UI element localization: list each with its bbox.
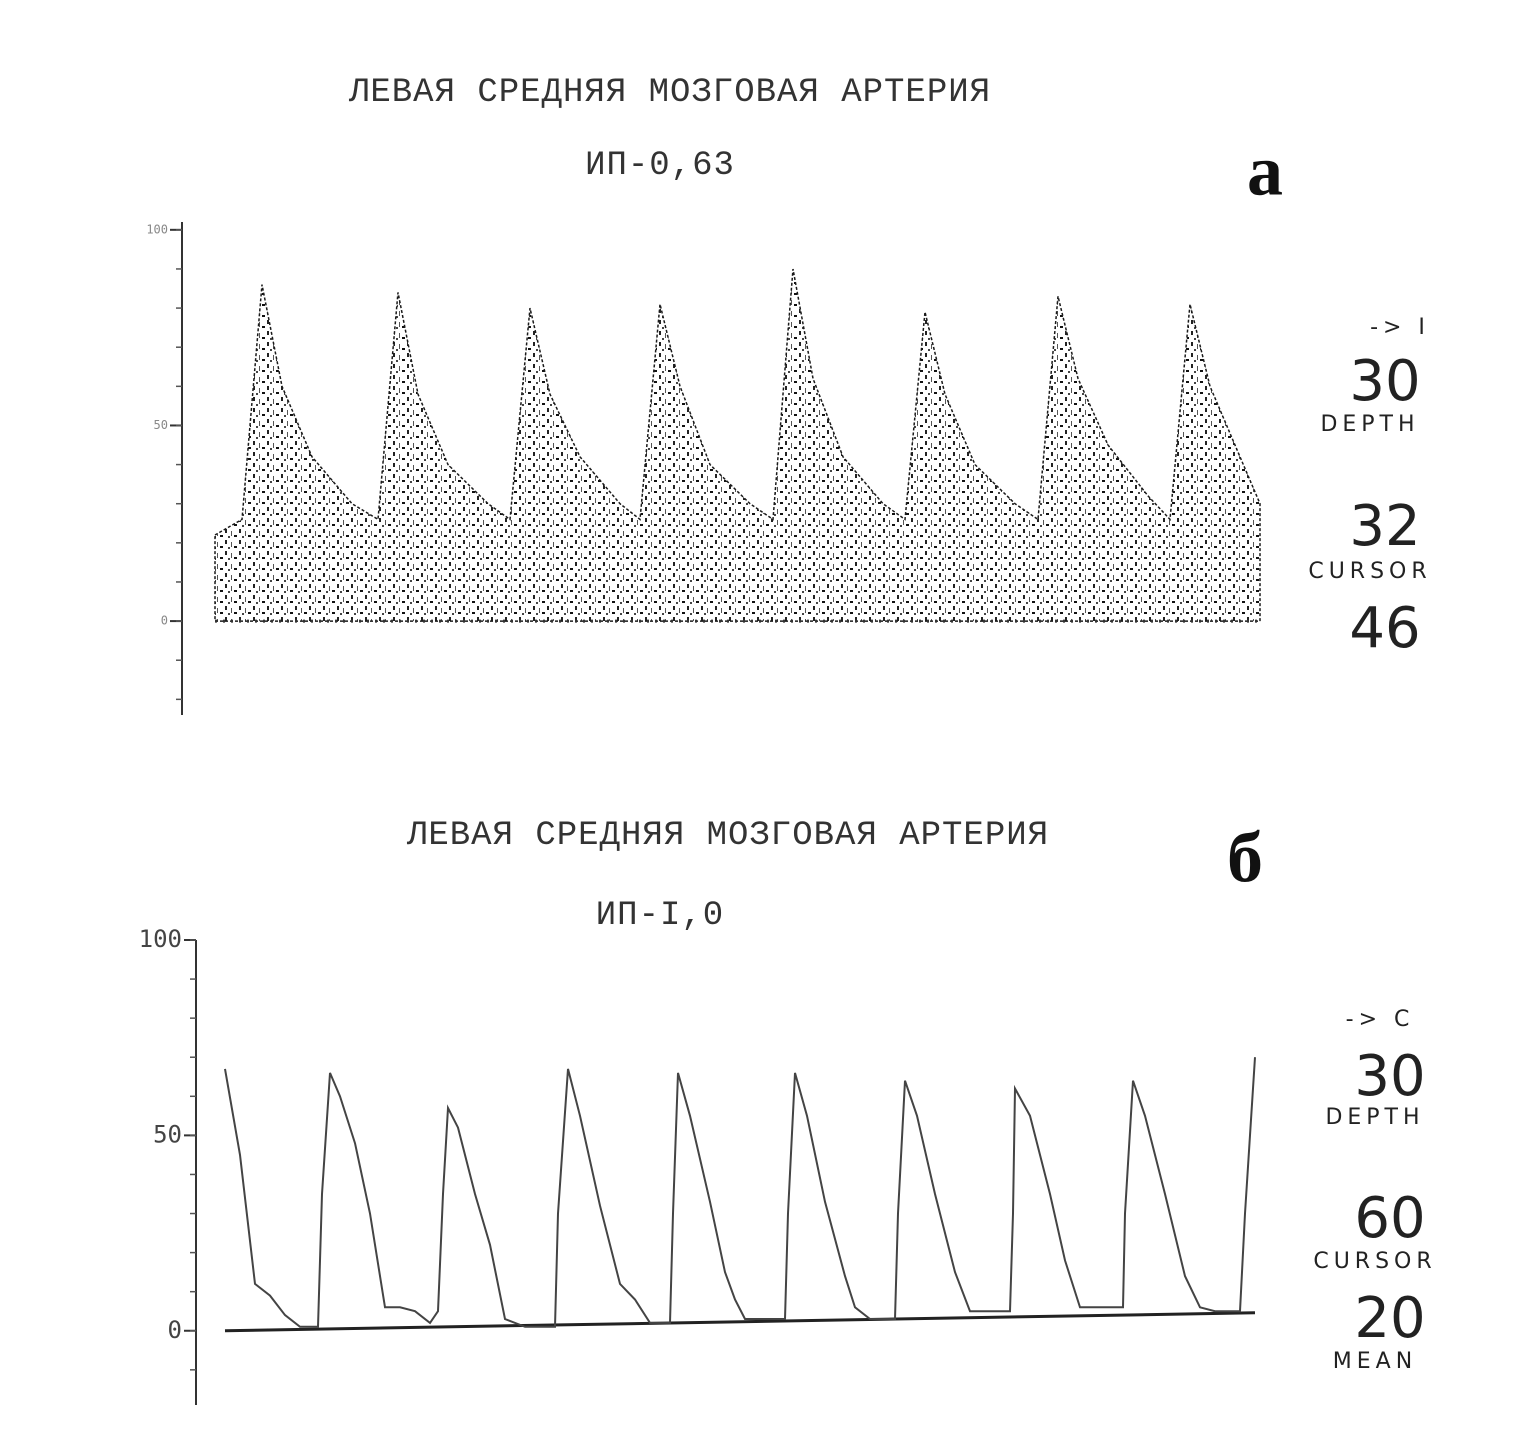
spectrum-area — [214, 268, 1261, 622]
y-tick-label: 100 — [139, 925, 182, 953]
y-tick-label: 100 — [146, 222, 168, 236]
chart-title: ЛЕВАЯ СРЕДНЯЯ МОЗГОВАЯ АРТЕРИЯ — [348, 74, 991, 112]
readout-value: 60 — [1354, 1186, 1425, 1251]
readout-value: 20 — [1354, 1286, 1425, 1351]
y-tick-label: 50 — [154, 418, 168, 432]
readout-label: DEPTH — [1320, 412, 1419, 437]
waveform — [224, 1057, 1256, 1328]
panel-letter: а — [1247, 131, 1283, 211]
baseline — [224, 1311, 1256, 1333]
readout-value: 30 — [1349, 349, 1420, 414]
readout-value: 30 — [1354, 1044, 1425, 1109]
chart-subtitle: ИП-I,0 — [596, 897, 724, 935]
readout-label: CURSOR — [1308, 559, 1431, 584]
readout-label: MEAN — [1333, 1349, 1417, 1374]
readout-value: 46 — [1349, 596, 1420, 661]
y-tick-label: 0 — [168, 1316, 182, 1344]
mode-label: -> C — [1346, 1007, 1415, 1032]
readout-label: DEPTH — [1325, 1105, 1424, 1130]
chart-subtitle: ИП-0,63 — [585, 147, 735, 185]
y-tick-label: 0 — [161, 614, 168, 628]
readout-value: 32 — [1349, 494, 1420, 559]
mode-label: -> I — [1370, 315, 1430, 340]
chart-title: ЛЕВАЯ СРЕДНЯЯ МОЗГОВАЯ АРТЕРИЯ — [406, 817, 1049, 855]
y-tick-label: 50 — [153, 1120, 182, 1148]
readout-label: CURSOR — [1313, 1249, 1436, 1274]
panel-letter: б — [1227, 818, 1263, 898]
